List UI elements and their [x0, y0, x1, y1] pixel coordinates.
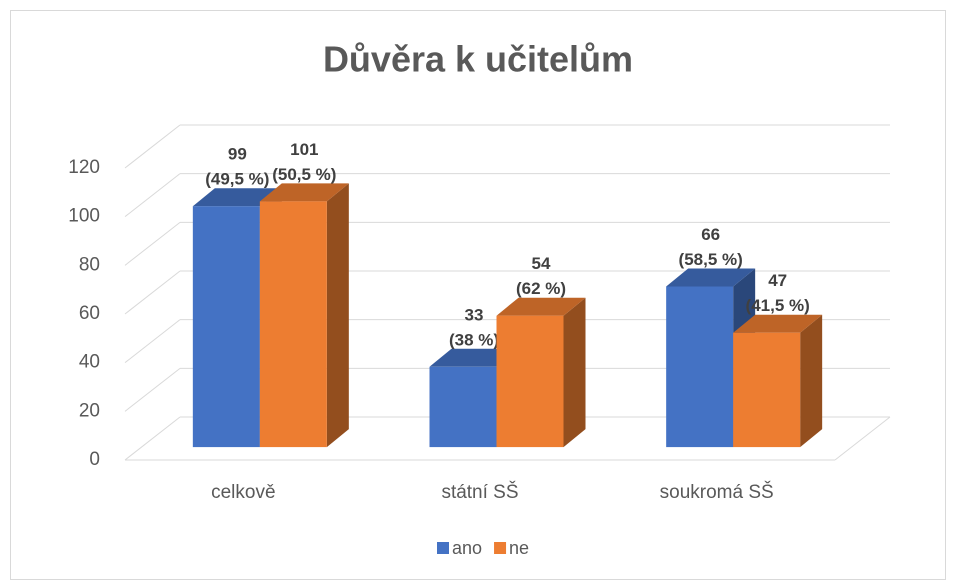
y-tick-label: 0 — [89, 449, 100, 470]
bar-top — [429, 348, 519, 367]
bar — [259, 183, 349, 448]
data-label: 54 — [532, 254, 551, 273]
grid-line — [124, 221, 181, 266]
grid-line — [124, 367, 181, 412]
data-label: (50,5 %) — [272, 165, 336, 184]
data-label: 99 — [228, 145, 247, 164]
legend-swatch — [437, 542, 449, 554]
bar-side — [326, 183, 349, 448]
legend-label: ne — [509, 538, 529, 558]
y-tick-label: 60 — [79, 303, 100, 324]
bar-front — [429, 366, 497, 448]
y-tick-label: 40 — [79, 352, 100, 373]
data-label: (49,5 %) — [205, 170, 269, 189]
data-label: 47 — [768, 271, 787, 290]
grid-line — [124, 173, 181, 218]
bar — [496, 297, 586, 448]
bar-front — [666, 286, 734, 448]
bar-top — [496, 297, 586, 316]
x-tick-label: soukromá SŠ — [660, 481, 774, 503]
bar-front — [192, 206, 260, 448]
data-label: (62 %) — [516, 279, 566, 298]
x-tick-label: státní SŠ — [441, 481, 518, 503]
bar-top — [192, 188, 282, 207]
data-label: (58,5 %) — [679, 250, 743, 269]
bar — [733, 314, 823, 448]
chart-title: Důvěra k učitelům — [323, 39, 633, 80]
x-tick-label: celkově — [211, 482, 275, 503]
bar-front — [259, 201, 327, 448]
y-tick-label: 80 — [79, 254, 100, 275]
grid-line — [124, 319, 181, 364]
data-label: 33 — [465, 305, 484, 324]
bar-top — [666, 268, 756, 287]
bar-top — [259, 183, 349, 202]
grid-line — [124, 270, 181, 315]
floor-edge — [834, 416, 891, 461]
bar-top — [733, 314, 823, 333]
bar-side — [800, 314, 823, 448]
data-label: (38 %) — [449, 330, 499, 349]
legend-swatch — [494, 542, 507, 554]
y-tick-label: 120 — [68, 157, 100, 178]
data-label: (41,5 %) — [746, 296, 810, 315]
y-tick-label: 20 — [79, 400, 100, 421]
bar-front — [496, 315, 564, 448]
data-label: 101 — [290, 140, 318, 159]
bar-front — [733, 332, 801, 448]
legend-label: ano — [452, 538, 482, 558]
data-label: 66 — [701, 225, 720, 244]
bar-side — [563, 297, 586, 448]
grid-line — [124, 124, 181, 169]
chart-border — [10, 10, 946, 580]
y-tick-label: 100 — [68, 206, 100, 227]
grid-line — [124, 416, 181, 461]
